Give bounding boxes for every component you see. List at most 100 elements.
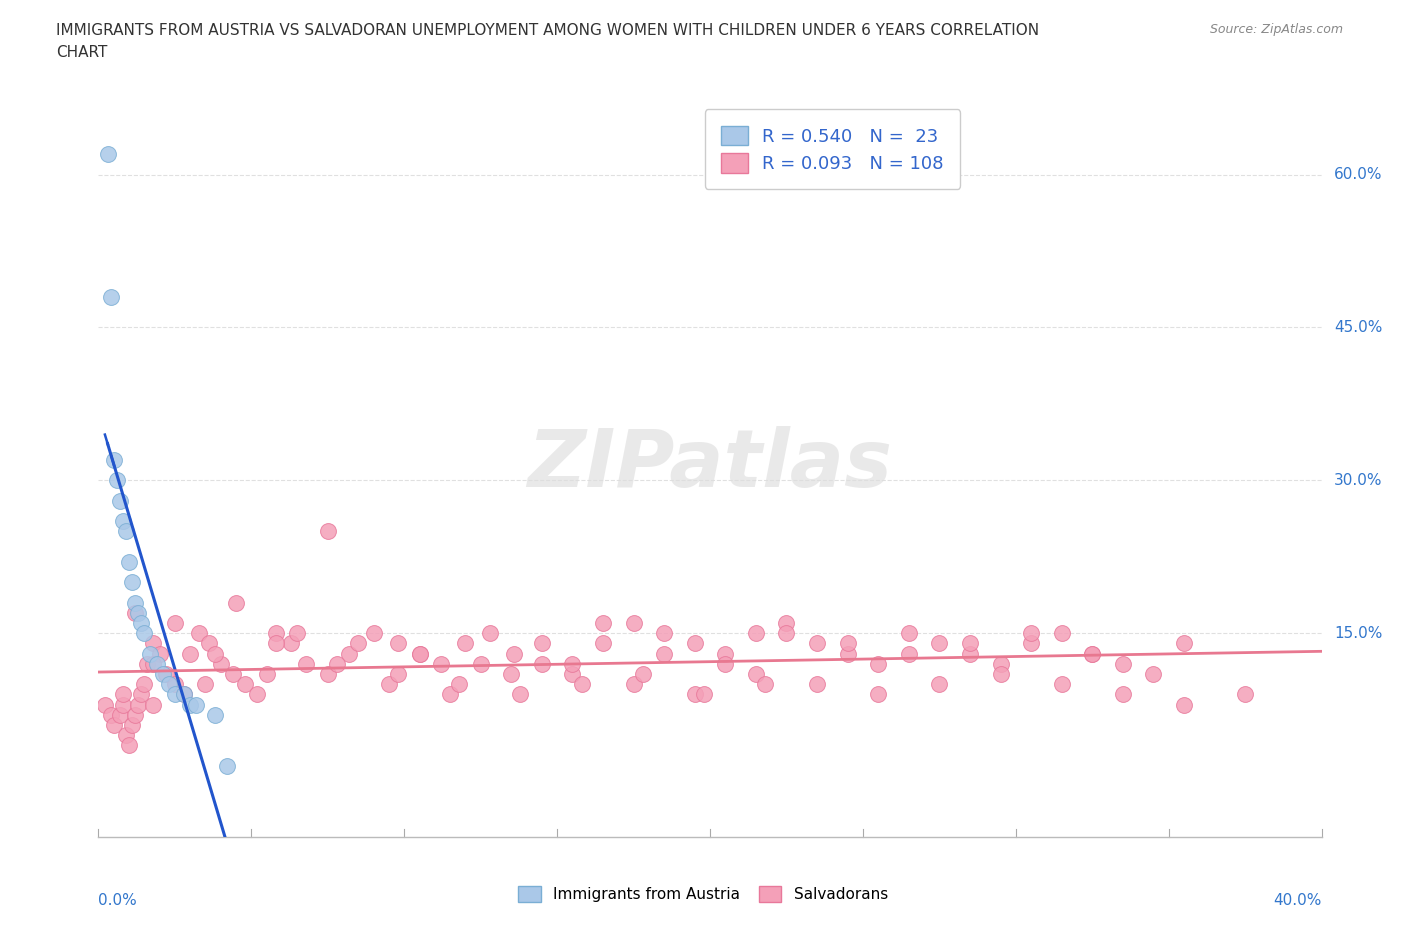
Text: 30.0%: 30.0% [1334, 472, 1382, 488]
Point [745, 667, 768, 682]
Point [115, 727, 138, 742]
Point [1081, 646, 1104, 661]
Point [745, 626, 768, 641]
Point [530, 636, 553, 651]
Point [1112, 687, 1135, 702]
Point [129, 687, 152, 702]
Point [683, 687, 706, 702]
Point [142, 657, 165, 671]
Point [509, 687, 531, 702]
Point [714, 646, 737, 661]
Point [108, 707, 131, 722]
Text: 15.0%: 15.0% [1334, 626, 1382, 641]
Point [387, 636, 409, 651]
Point [652, 626, 675, 641]
Point [1142, 667, 1164, 682]
Point [501, 667, 523, 682]
Point [714, 657, 737, 671]
Point [806, 636, 828, 651]
Point [139, 646, 162, 661]
Point [1173, 698, 1195, 712]
Point [136, 657, 159, 671]
Point [693, 687, 716, 702]
Point [124, 595, 146, 610]
Point [173, 687, 195, 702]
Text: 0.0%: 0.0% [98, 893, 138, 908]
Point [115, 524, 138, 538]
Point [197, 636, 219, 651]
Point [503, 646, 526, 661]
Point [561, 657, 583, 671]
Point [754, 677, 776, 692]
Point [1050, 677, 1073, 692]
Point [134, 626, 156, 641]
Point [152, 667, 174, 682]
Point [1112, 657, 1135, 671]
Text: 45.0%: 45.0% [1334, 320, 1382, 335]
Point [1019, 636, 1042, 651]
Point [111, 687, 134, 702]
Point [775, 626, 797, 641]
Point [592, 636, 614, 651]
Point [347, 636, 370, 651]
Point [470, 657, 492, 671]
Point [121, 717, 143, 732]
Point [478, 626, 501, 641]
Point [806, 677, 828, 692]
Point [111, 513, 134, 528]
Point [105, 472, 128, 487]
Point [155, 667, 177, 682]
Point [449, 677, 471, 692]
Point [280, 636, 302, 651]
Text: CHART: CHART [56, 45, 108, 60]
Point [623, 677, 645, 692]
Point [100, 707, 122, 722]
Point [163, 677, 186, 692]
Point [561, 667, 583, 682]
Text: ZIPatlas: ZIPatlas [527, 426, 893, 504]
Text: 60.0%: 60.0% [1334, 167, 1382, 182]
Point [179, 698, 201, 712]
Point [775, 616, 797, 631]
Point [1173, 636, 1195, 651]
Text: Source: ZipAtlas.com: Source: ZipAtlas.com [1209, 23, 1343, 36]
Point [145, 657, 167, 671]
Point [149, 646, 172, 661]
Point [928, 677, 950, 692]
Point [868, 687, 890, 702]
Point [959, 636, 981, 651]
Point [868, 657, 890, 671]
Point [129, 616, 152, 631]
Point [93, 698, 115, 712]
Point [186, 698, 208, 712]
Point [215, 758, 238, 773]
Point [1081, 646, 1104, 661]
Point [134, 677, 156, 692]
Point [127, 698, 149, 712]
Point [1019, 626, 1042, 641]
Point [194, 677, 217, 692]
Point [408, 646, 430, 661]
Point [163, 616, 186, 631]
Point [124, 707, 146, 722]
Point [163, 687, 186, 702]
Point [652, 646, 675, 661]
Legend: R = 0.540   N =  23, R = 0.093   N = 108: R = 0.540 N = 23, R = 0.093 N = 108 [704, 110, 960, 189]
Point [378, 677, 401, 692]
Point [111, 698, 134, 712]
Point [246, 687, 269, 702]
Point [623, 616, 645, 631]
Point [990, 667, 1012, 682]
Legend: Immigrants from Austria, Salvadorans: Immigrants from Austria, Salvadorans [512, 880, 894, 909]
Point [454, 636, 477, 651]
Point [837, 636, 859, 651]
Point [326, 657, 349, 671]
Point [337, 646, 360, 661]
Point [108, 493, 131, 508]
Point [295, 657, 318, 671]
Point [592, 616, 614, 631]
Point [264, 626, 287, 641]
Point [837, 646, 859, 661]
Point [157, 677, 180, 692]
Point [285, 626, 308, 641]
